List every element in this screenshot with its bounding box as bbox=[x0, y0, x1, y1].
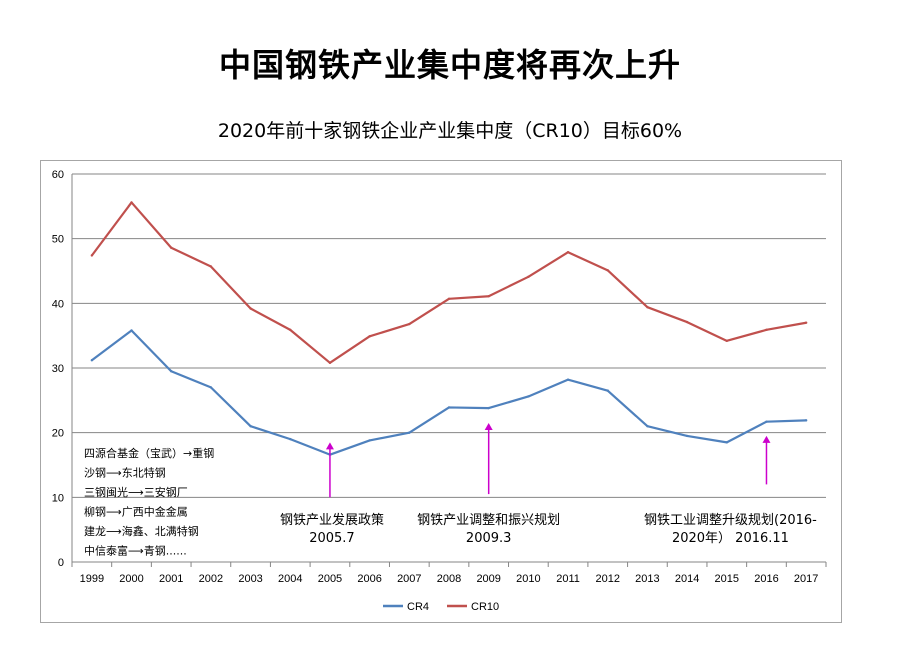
data-point-cr4 bbox=[646, 425, 649, 428]
data-point-cr4 bbox=[289, 437, 292, 441]
data-point-cr10 bbox=[646, 306, 649, 309]
data-point-cr4 bbox=[804, 419, 808, 422]
legend-label-cr4: CR4 bbox=[407, 601, 429, 613]
data-point-cr4 bbox=[90, 359, 94, 362]
data-point-cr4 bbox=[606, 389, 609, 392]
x-tick-label: 2004 bbox=[278, 573, 302, 585]
data-point-cr4 bbox=[209, 386, 213, 389]
x-tick-label: 2007 bbox=[397, 573, 421, 585]
data-point-cr4 bbox=[487, 406, 490, 410]
data-point-cr10 bbox=[130, 201, 133, 204]
y-tick-label: 30 bbox=[52, 363, 64, 375]
data-point-cr4 bbox=[130, 329, 133, 332]
data-point-cr4 bbox=[368, 439, 371, 442]
annotation-arrowhead bbox=[484, 422, 493, 430]
x-tick-label: 2016 bbox=[754, 573, 778, 585]
data-point-cr10 bbox=[804, 321, 808, 324]
annotation-label: 2009.3 bbox=[466, 531, 512, 546]
y-tick-label: 20 bbox=[52, 428, 64, 440]
x-tick-label: 1999 bbox=[80, 573, 104, 585]
x-tick-label: 2013 bbox=[635, 573, 659, 585]
annotation-label: 2005.7 bbox=[309, 531, 355, 546]
page-title: 中国钢铁产业集中度将再次上升 bbox=[218, 46, 681, 84]
data-point-cr10 bbox=[606, 269, 609, 272]
data-point-cr10 bbox=[447, 297, 451, 301]
x-tick-label: 2014 bbox=[675, 573, 699, 585]
annotation-label: 2020年） 2016.11 bbox=[672, 531, 789, 546]
data-point-cr4 bbox=[765, 420, 768, 423]
data-point-cr4 bbox=[170, 370, 173, 373]
merger-note: 三钢闽光⟶三安钢厂 bbox=[84, 485, 188, 499]
x-tick-label: 2008 bbox=[437, 573, 461, 585]
x-tick-label: 2009 bbox=[476, 573, 500, 585]
data-point-cr4 bbox=[725, 441, 728, 444]
x-tick-label: 2005 bbox=[318, 573, 342, 585]
data-point-cr10 bbox=[527, 275, 530, 279]
data-point-cr10 bbox=[566, 251, 570, 254]
data-point-cr10 bbox=[90, 254, 94, 257]
x-tick-label: 2010 bbox=[516, 573, 540, 585]
series-line-cr10 bbox=[90, 201, 807, 364]
x-tick-label: 2006 bbox=[357, 573, 381, 585]
x-tick-label: 2001 bbox=[159, 573, 183, 585]
data-point-cr10 bbox=[765, 328, 768, 332]
annotation-label: 钢铁产业发展政策 bbox=[280, 512, 384, 528]
merger-note: 四源合基金（宝武）→重钢 bbox=[84, 446, 214, 460]
chart-frame bbox=[40, 160, 842, 623]
data-point-cr10 bbox=[487, 295, 490, 298]
data-point-cr4 bbox=[447, 406, 451, 409]
series-line-cr4 bbox=[91, 329, 807, 456]
data-point-cr10 bbox=[368, 335, 371, 338]
data-point-cr10 bbox=[289, 328, 292, 332]
annotation-arrowhead bbox=[762, 435, 771, 443]
y-tick-label: 50 bbox=[52, 234, 64, 246]
merger-note: 沙钢⟶东北特钢 bbox=[84, 466, 166, 480]
x-tick-label: 2003 bbox=[238, 573, 262, 585]
y-tick-label: 40 bbox=[52, 298, 64, 310]
data-point-cr4 bbox=[249, 425, 252, 428]
merger-note: 柳钢⟶广西中金金属 bbox=[84, 505, 188, 519]
data-point-cr4 bbox=[527, 395, 530, 398]
annotation-label: 钢铁工业调整升级规划(2016- bbox=[644, 513, 817, 528]
merger-note: 建龙⟶海鑫、北满特钢 bbox=[84, 524, 199, 538]
x-tick-label: 2011 bbox=[556, 573, 580, 585]
data-point-cr4 bbox=[685, 434, 689, 438]
data-point-cr4 bbox=[566, 378, 570, 381]
annotation-label: 钢铁产业调整和振兴规划 bbox=[417, 513, 560, 528]
data-point-cr10 bbox=[685, 320, 689, 324]
y-tick-label: 0 bbox=[58, 557, 64, 569]
data-point-cr4 bbox=[408, 431, 411, 434]
x-tick-label: 2012 bbox=[595, 573, 619, 585]
data-point-cr10 bbox=[249, 307, 252, 310]
data-point-cr10 bbox=[170, 246, 173, 249]
x-tick-label: 2002 bbox=[199, 573, 223, 585]
x-tick-label: 2017 bbox=[794, 573, 818, 585]
merger-note: 中信泰富⟶青钢...... bbox=[84, 544, 187, 558]
legend-label-cr10: CR10 bbox=[471, 601, 499, 613]
data-point-cr10 bbox=[408, 322, 411, 326]
page-subtitle: 2020年前十家钢铁企业产业集中度（CR10）目标60% bbox=[217, 120, 683, 142]
annotation-arrowhead bbox=[325, 442, 334, 450]
x-tick-label: 2000 bbox=[119, 573, 143, 585]
y-tick-label: 60 bbox=[52, 169, 64, 181]
data-point-cr10 bbox=[209, 265, 213, 268]
y-tick-label: 10 bbox=[52, 492, 64, 504]
x-tick-label: 2015 bbox=[715, 573, 739, 585]
data-point-cr10 bbox=[725, 339, 728, 343]
data-point-cr10 bbox=[328, 361, 332, 365]
